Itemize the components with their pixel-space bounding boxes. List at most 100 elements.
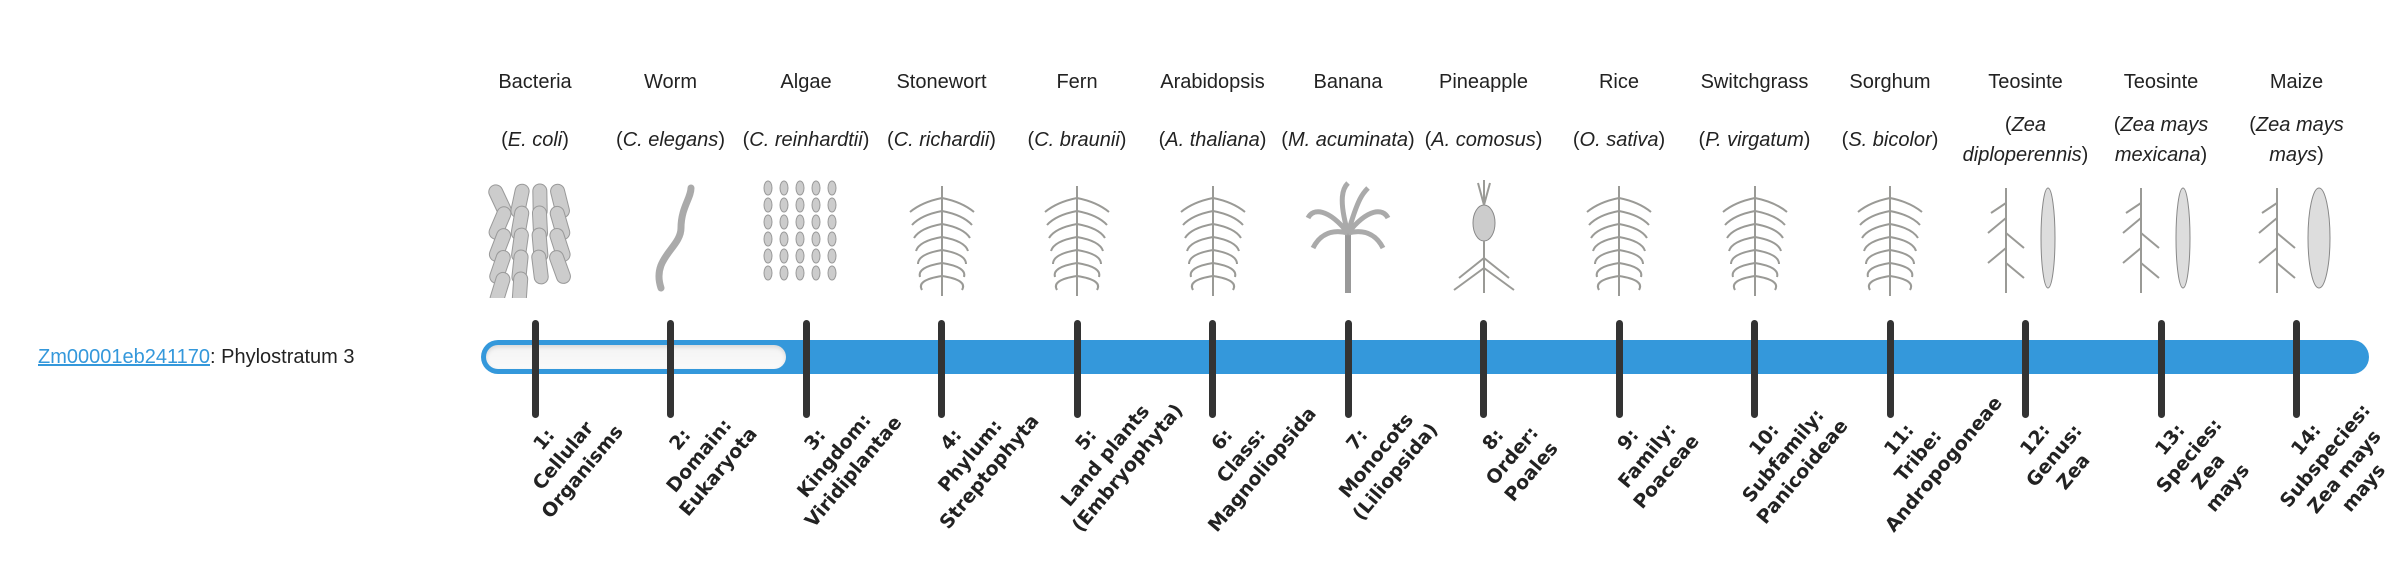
organism-species: (C. braunii): [1027, 129, 1127, 151]
phylostratum-tick: [2157, 320, 2165, 418]
organism-species: (C. richardii): [887, 129, 996, 151]
phylostratum-tick: [1751, 320, 1758, 418]
organism-species: (C. elegans): [616, 129, 725, 151]
rank-label: 9: Family: Poaceae: [1571, 375, 1725, 538]
teosinte-illustration: [1958, 176, 2094, 298]
organism-column: Maize (Zea mays mays): [2229, 60, 2365, 298]
species-name: A. comosus: [1431, 129, 1536, 151]
species-name: E. coli: [507, 129, 563, 151]
species-name: C. braunii: [1034, 129, 1120, 151]
rank-label: 12: Genus: Zea: [1977, 375, 2131, 538]
worm-illustration: [603, 176, 739, 298]
phylostratum-tick: [2022, 320, 2029, 418]
species-name: P. virgatum: [1705, 129, 1804, 151]
phylostratum-tick: [1344, 320, 1352, 418]
gene-label: Zm00001eb241170: Phylostratum 3: [38, 340, 355, 374]
phylostratum-tick: [1480, 320, 1487, 418]
organism-column: Worm (C. elegans): [603, 60, 739, 298]
rank-label: 7: Monocots (Liliopsida): [1300, 375, 1454, 538]
phylostratum-tick: [1886, 320, 1894, 418]
organism-column: Teosinte (Zea mays mexicana): [2093, 60, 2229, 298]
fern-illustration: [1009, 176, 1145, 298]
organism-species: (A. comosus): [1424, 129, 1543, 151]
species-name: Zea mays mexicana: [2114, 114, 2209, 166]
organism-column: Stonewort (C. richardii): [874, 60, 1010, 298]
banana-illustration: [1280, 176, 1416, 298]
organism-species: (C. reinhardtii): [742, 129, 870, 151]
organism-name: Arabidopsis: [1160, 71, 1265, 93]
organism-species: (A. thaliana): [1158, 129, 1267, 151]
organism-name: Sorghum: [1849, 71, 1931, 93]
organism-column: Switchgrass (P. virgatum): [1687, 60, 1823, 298]
organism-name: Rice: [1598, 71, 1639, 93]
rank-label: 2: Domain: Eukaryota: [622, 375, 776, 538]
phylostratum-tick: [531, 320, 539, 418]
species-name: Zea mays mays: [2255, 114, 2344, 166]
phylostratum-tick: [1073, 320, 1081, 418]
organism-column: Algae (C. reinhardtii): [738, 60, 874, 298]
bacteria-illustration: [467, 176, 603, 298]
phylostratum-tick: [1615, 320, 1623, 418]
organism-species: (E. coli): [501, 129, 569, 151]
stonewort-illustration: [874, 176, 1010, 298]
species-name: C. reinhardtii: [749, 129, 863, 151]
sorghum-illustration: [1822, 176, 1958, 298]
organism-name: Stonewort: [896, 71, 987, 93]
species-name: Zea diploperennis: [1962, 114, 2082, 166]
organism-name: Bacteria: [498, 71, 572, 93]
organism-column: Banana (M. acuminata): [1280, 60, 1416, 298]
organism-name: Worm: [644, 71, 697, 93]
phylostratum-tick: [938, 320, 945, 418]
switchgrass-illustration: [1687, 176, 1823, 298]
organism-column: Bacteria (E. coli): [467, 60, 603, 298]
species-name: O. sativa: [1579, 129, 1659, 151]
rank-label: 11: Tribe: Andropogoneae: [1842, 375, 2007, 538]
organism-species: (Zea diploperennis): [1962, 114, 2089, 166]
rank-label: 14: Subspecies: Zea mays mays: [2248, 375, 2400, 554]
organism-name: Banana: [1313, 71, 1383, 93]
rank-label: 3: Kingdom: Viridiplantae: [758, 375, 912, 538]
species-name: M. acuminata: [1287, 129, 1409, 151]
organism-column: Teosinte (Zea diploperennis): [1958, 60, 2094, 298]
rank-label: 6: Class: Magnoliopsida: [1164, 375, 1320, 538]
species-name: C. richardii: [893, 129, 990, 151]
algae-illustration: [738, 176, 874, 298]
organism-name: Pineapple: [1439, 71, 1528, 93]
organism-name: Algae: [780, 71, 832, 93]
organism-name: Teosinte: [1988, 71, 2063, 93]
rank-label: 10: Subfamily: Panicoideae: [1706, 375, 1860, 538]
arabidopsis-illustration: [1145, 176, 1281, 298]
phylostratum-tick: [667, 320, 674, 418]
organism-column: Arabidopsis (A. thaliana): [1145, 60, 1281, 298]
organism-species: (O. sativa): [1572, 129, 1666, 151]
maize-illustration: [2229, 176, 2365, 298]
species-name: S. bicolor: [1848, 129, 1932, 151]
organism-name: Maize: [2269, 71, 2324, 93]
phylostratum-tick: [802, 320, 810, 418]
organism-species: (P. virgatum): [1698, 129, 1811, 151]
rank-label: 1: Cellular Organisms: [487, 375, 641, 538]
phylostratum-text: : Phylostratum 3: [210, 346, 355, 368]
organism-column: Sorghum (S. bicolor): [1822, 60, 1958, 298]
phylostratum-bar: [481, 340, 2369, 374]
teosinte-illustration: [2093, 176, 2229, 298]
rank-label: 5: Land plants (Embryophyta): [1029, 375, 1188, 538]
organism-species: (Zea mays mexicana): [2113, 114, 2209, 166]
species-name: A. thaliana: [1165, 129, 1260, 151]
organism-column: Rice (O. sativa): [1551, 60, 1687, 298]
gene-id-link[interactable]: Zm00001eb241170: [38, 346, 210, 368]
organism-species: (Zea mays mays): [2249, 114, 2344, 166]
phylostratum-tick: [2293, 320, 2300, 418]
organism-name: Teosinte: [2123, 71, 2199, 93]
organism-column: Fern (C. braunii): [1009, 60, 1145, 298]
organism-name: Switchgrass: [1700, 71, 1809, 93]
species-name: C. elegans: [622, 129, 719, 151]
rice-illustration: [1551, 176, 1687, 298]
phylostratum-tick: [1209, 320, 1216, 418]
rank-label: 8: Order: Poales: [1435, 375, 1589, 538]
rank-label: 13: Species: Zea mays: [2113, 375, 2286, 554]
organism-species: (S. bicolor): [1841, 129, 1939, 151]
organism-species: (M. acuminata): [1281, 129, 1415, 151]
organism-name: Fern: [1056, 71, 1098, 93]
organism-column: Pineapple (A. comosus): [1416, 60, 1552, 298]
